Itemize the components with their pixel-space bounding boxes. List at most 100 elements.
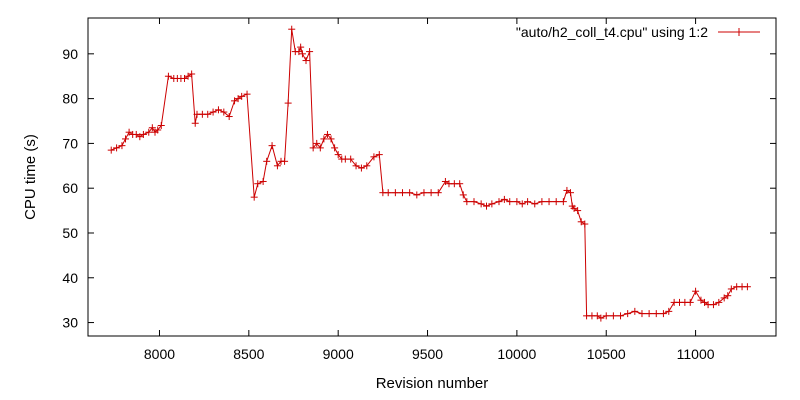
y-tick-label: 90: [62, 46, 78, 62]
data-point-marker: [288, 25, 296, 33]
plot-frame: [87, 17, 777, 337]
y-tick-label: 30: [62, 315, 78, 331]
data-point-marker: [297, 43, 305, 51]
x-tick-label: 11000: [677, 346, 715, 362]
data-point-marker: [413, 191, 421, 199]
data-point-marker: [645, 310, 653, 318]
data-point-marker: [347, 155, 355, 163]
x-tick-label: 10000: [497, 346, 536, 362]
data-point-marker: [214, 106, 222, 114]
data-point-marker: [602, 312, 610, 320]
x-tick-label: 9000: [323, 346, 354, 362]
data-point-marker: [420, 189, 428, 197]
data-point-marker: [125, 128, 133, 136]
data-point-marker: [720, 294, 728, 302]
y-tick-label: 60: [62, 180, 78, 196]
data-point-marker: [136, 133, 144, 141]
data-point-marker: [139, 130, 147, 138]
data-point-marker: [477, 200, 485, 208]
data-point-marker: [284, 99, 292, 107]
data-point-marker: [563, 186, 571, 194]
data-point-marker: [204, 110, 212, 118]
y-tick-label: 40: [62, 270, 78, 286]
legend: "auto/h2_coll_t4.cpu" using 1:2: [516, 24, 760, 40]
x-tick-label: 10500: [587, 346, 626, 362]
data-point-marker: [701, 298, 709, 306]
data-point-marker: [268, 142, 276, 150]
data-point-marker: [238, 92, 246, 100]
data-point-marker: [107, 146, 115, 154]
legend-marker: [735, 28, 743, 36]
series-line: [111, 29, 748, 319]
data-point-marker: [659, 310, 667, 318]
data-point-marker: [463, 198, 471, 206]
data-point-marker: [220, 108, 228, 116]
data-point-marker: [323, 130, 331, 138]
data-point-marker: [652, 310, 660, 318]
data-point-marker: [352, 162, 360, 170]
data-point-marker: [273, 162, 281, 170]
data-point-marker: [538, 198, 546, 206]
data-point-marker: [370, 153, 378, 161]
data-point-marker: [593, 312, 601, 320]
data-point-marker: [434, 189, 442, 197]
data-point-marker: [441, 177, 449, 185]
data-point-marker: [148, 124, 156, 132]
data-point-marker: [309, 144, 317, 152]
data-point-marker: [531, 200, 539, 208]
data-point-marker: [180, 74, 188, 82]
data-point-marker: [357, 164, 365, 172]
series-markers: [107, 25, 751, 322]
data-point-marker: [327, 135, 335, 143]
data-point-marker: [263, 157, 271, 165]
data-point-marker: [250, 193, 258, 201]
data-point-marker: [316, 144, 324, 152]
data-point-marker: [298, 50, 306, 58]
data-point-marker: [570, 204, 578, 212]
data-point-marker: [145, 128, 153, 136]
data-point-marker: [225, 113, 233, 121]
data-point-marker: [513, 198, 521, 206]
x-tick-label: 9500: [412, 346, 443, 362]
data-point-marker: [334, 151, 342, 159]
data-point-marker: [665, 307, 673, 315]
data-point-marker: [281, 157, 289, 165]
data-point-marker: [597, 314, 605, 322]
data-point-marker: [692, 287, 700, 295]
data-point-marker: [375, 151, 383, 159]
data-point-marker: [500, 195, 508, 203]
data-point-marker: [234, 95, 242, 103]
data-point-marker: [483, 202, 491, 210]
data-point-marker: [631, 307, 639, 315]
y-axis: 30 40 50 60 70 80 90: [62, 46, 776, 331]
data-point-marker: [506, 198, 514, 206]
data-point-marker: [406, 189, 414, 197]
data-point-marker: [118, 142, 126, 150]
data-point-marker: [331, 144, 339, 152]
data-point-marker: [254, 180, 262, 188]
data-point-marker: [132, 130, 140, 138]
data-point-marker: [231, 97, 239, 105]
data-point-marker: [313, 139, 321, 147]
data-point-marker: [617, 312, 625, 320]
data-point-marker: [306, 48, 314, 56]
legend-label: "auto/h2_coll_t4.cpu" using 1:2: [516, 24, 708, 40]
data-point-marker: [518, 200, 526, 208]
data-point-marker: [495, 198, 503, 206]
data-point-marker: [524, 198, 532, 206]
data-point-marker: [320, 135, 328, 143]
data-point-marker: [743, 283, 751, 291]
data-point-marker: [552, 198, 560, 206]
x-tick-label: 8500: [233, 346, 264, 362]
data-point-marker: [243, 90, 251, 98]
data-point-marker: [164, 72, 172, 80]
data-point-marker: [157, 121, 165, 129]
data-point-marker: [122, 135, 130, 143]
data-point-marker: [209, 108, 217, 116]
x-axis: 8000 8500 9000 9500 10000 10500 11000: [144, 18, 715, 362]
data-point-marker: [566, 189, 574, 197]
data-point-marker: [302, 57, 310, 65]
data-point-marker: [456, 180, 464, 188]
data-point-marker: [609, 312, 617, 320]
x-tick-label: 8000: [144, 346, 175, 362]
